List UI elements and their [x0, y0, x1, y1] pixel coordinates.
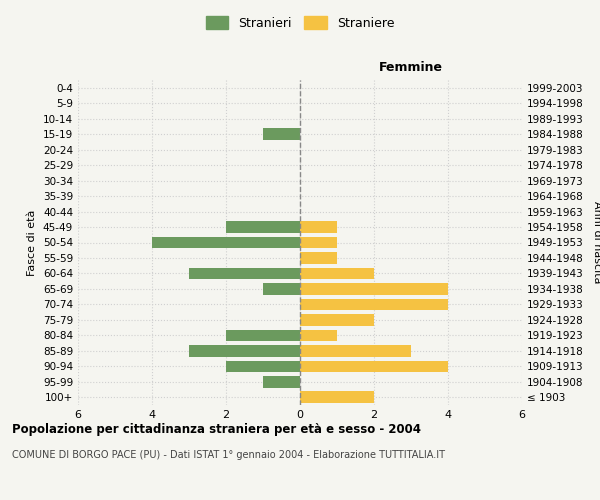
Bar	[300, 330, 337, 341]
Bar	[226, 221, 300, 233]
Text: Femmine: Femmine	[379, 60, 443, 74]
Bar	[300, 360, 448, 372]
Bar	[263, 283, 300, 294]
Bar	[226, 330, 300, 341]
Bar	[300, 236, 337, 248]
Bar	[300, 221, 337, 233]
Y-axis label: Fasce di età: Fasce di età	[28, 210, 37, 276]
Bar	[300, 314, 374, 326]
Bar	[300, 345, 411, 356]
Bar	[152, 236, 300, 248]
Text: Popolazione per cittadinanza straniera per età e sesso - 2004: Popolazione per cittadinanza straniera p…	[12, 422, 421, 436]
Bar	[263, 128, 300, 140]
Bar	[189, 268, 300, 280]
Text: COMUNE DI BORGO PACE (PU) - Dati ISTAT 1° gennaio 2004 - Elaborazione TUTTITALIA: COMUNE DI BORGO PACE (PU) - Dati ISTAT 1…	[12, 450, 445, 460]
Bar	[300, 268, 374, 280]
Bar	[300, 283, 448, 294]
Bar	[300, 392, 374, 403]
Y-axis label: Anni di nascita: Anni di nascita	[592, 201, 600, 284]
Bar	[300, 252, 337, 264]
Legend: Stranieri, Straniere: Stranieri, Straniere	[201, 11, 399, 35]
Bar	[226, 360, 300, 372]
Bar	[189, 345, 300, 356]
Bar	[263, 376, 300, 388]
Bar	[300, 298, 448, 310]
